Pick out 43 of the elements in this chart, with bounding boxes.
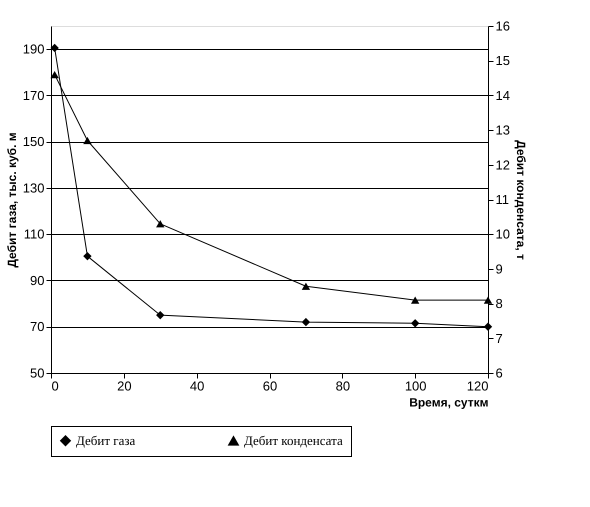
y2-tick-label: 7 bbox=[496, 330, 503, 346]
y-tick-label: 170 bbox=[22, 88, 44, 103]
point bbox=[302, 282, 310, 290]
x-tick-label: 120 bbox=[466, 378, 488, 394]
y2-tick-label: 8 bbox=[496, 296, 503, 312]
y2-tick-label: 16 bbox=[496, 18, 510, 34]
y-tick-label: 70 bbox=[30, 319, 44, 334]
point bbox=[156, 310, 164, 320]
x-tick-label: 100 bbox=[404, 378, 427, 394]
y2-tick-label: 11 bbox=[496, 192, 509, 207]
legend-label: Дебит конденсата bbox=[244, 432, 343, 448]
x-tick-label: 60 bbox=[262, 378, 278, 394]
y2-axis-title: Дебит конденсата, т bbox=[514, 140, 528, 260]
point bbox=[484, 296, 492, 304]
y-tick-label: 90 bbox=[30, 272, 44, 288]
point bbox=[156, 220, 164, 228]
point bbox=[410, 296, 420, 304]
point bbox=[50, 70, 59, 78]
y2-tick-label: 12 bbox=[496, 157, 510, 172]
y-tick-label: 130 bbox=[22, 180, 44, 196]
point bbox=[83, 136, 92, 144]
y2-tick-label: 9 bbox=[496, 261, 503, 276]
y-tick-label: 190 bbox=[22, 42, 44, 57]
point bbox=[484, 322, 492, 331]
y-axis-title: Дебит газа, тыс. куб. м bbox=[4, 132, 19, 268]
y2-tick-label: 13 bbox=[496, 122, 510, 138]
point bbox=[302, 318, 310, 326]
y-tick-label: 50 bbox=[30, 366, 44, 380]
x-tick-label: 0 bbox=[52, 378, 59, 394]
legend-label: Дебит газа bbox=[76, 432, 136, 448]
point bbox=[83, 252, 92, 260]
y2-tick-label: 10 bbox=[496, 226, 510, 242]
x-tick-label: 80 bbox=[336, 378, 350, 394]
x-tick-label: 40 bbox=[190, 378, 204, 394]
x-axis-title: Время, суткм bbox=[409, 396, 489, 410]
point bbox=[50, 44, 59, 52]
y-tick-label: 110 bbox=[24, 226, 44, 242]
x-tick-label: 20 bbox=[117, 378, 132, 394]
y2-tick-label: 14 bbox=[496, 88, 510, 103]
y2-tick-label: 6 bbox=[496, 366, 503, 380]
point bbox=[410, 319, 420, 328]
y-tick-label: 150 bbox=[22, 134, 44, 150]
y2-tick-label: 15 bbox=[496, 53, 510, 68]
